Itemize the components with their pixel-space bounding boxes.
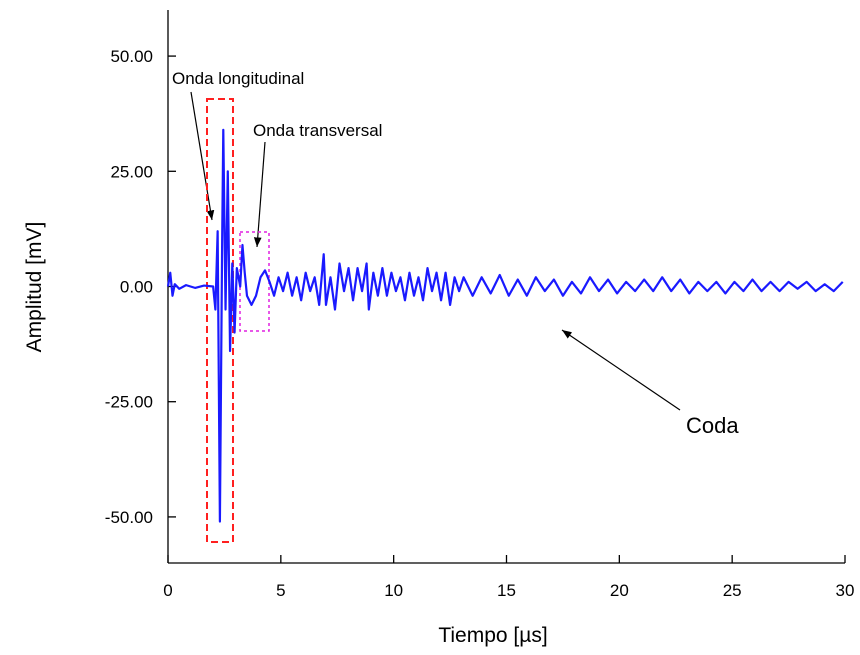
x-tick-label: 25 (723, 581, 742, 600)
y-tick-label: 25.00 (110, 162, 153, 181)
x-axis-title: Tiempo [µs] (438, 624, 547, 647)
x-tick-label: 10 (384, 581, 403, 600)
x-tick-label: 20 (610, 581, 629, 600)
annotation: Onda transversal (253, 121, 382, 140)
x-tick-label: 15 (497, 581, 516, 600)
arrow (253, 141, 266, 248)
y-tick-label: -50.00 (105, 508, 153, 527)
highlight-box (206, 98, 234, 543)
highlight-box (239, 231, 270, 332)
y-axis-title: Amplitud [mV] (23, 222, 46, 353)
y-tick-label: -25.00 (105, 393, 153, 412)
annotation: Onda longitudinal (172, 69, 304, 88)
signal-line (166, 128, 844, 523)
x-tick-label: 30 (836, 581, 855, 600)
annotation: Coda (686, 413, 739, 438)
y-tick-label: 0.00 (120, 278, 153, 297)
x-tick-label: 5 (276, 581, 285, 600)
y-tick-label: 50.00 (110, 47, 153, 66)
x-tick-label: 0 (163, 581, 172, 600)
arrow (561, 329, 681, 411)
arrow (190, 91, 215, 221)
